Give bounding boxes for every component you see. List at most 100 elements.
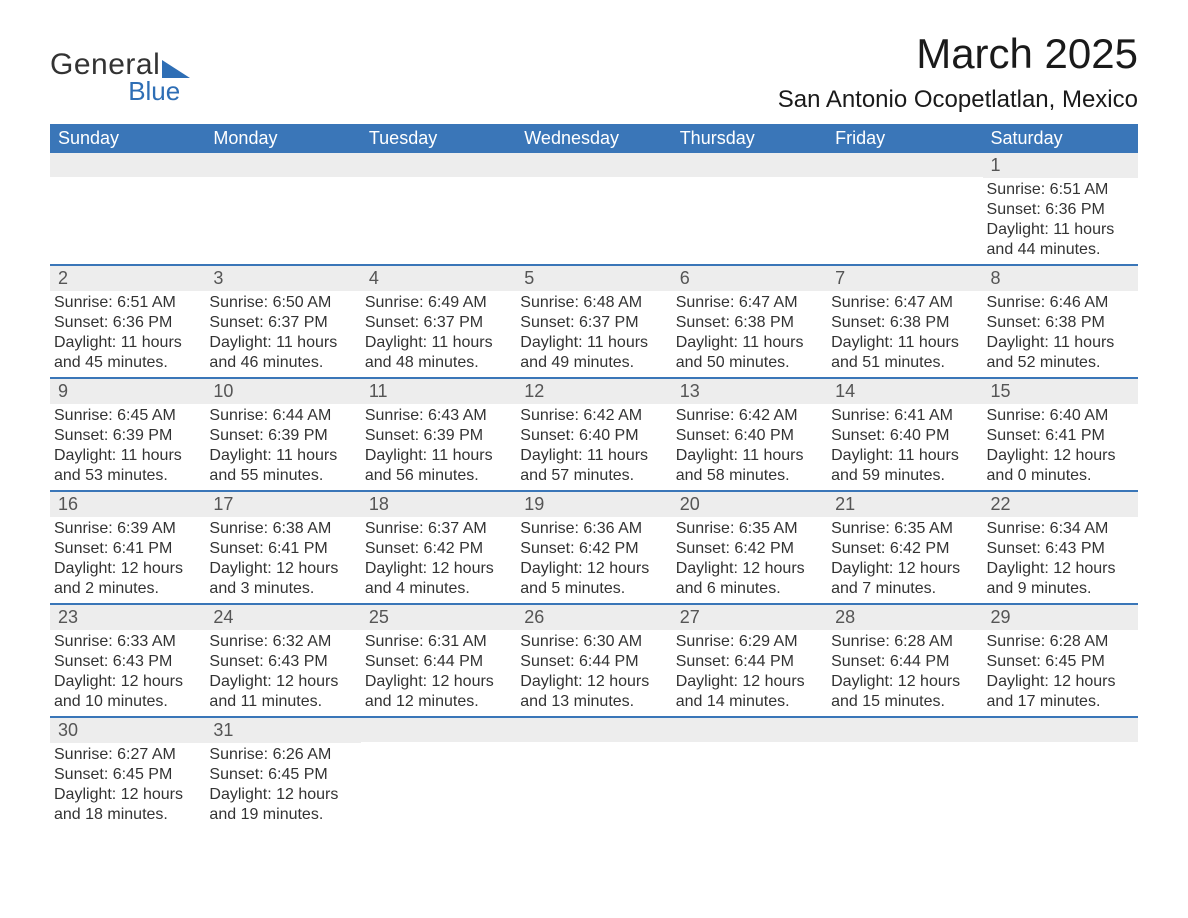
daylight-line: Daylight: 12 hours and 11 minutes. <box>209 672 352 712</box>
day-number: 8 <box>983 266 1138 291</box>
day-content <box>516 742 671 748</box>
day-content: Sunrise: 6:46 AMSunset: 6:38 PMDaylight:… <box>983 291 1138 377</box>
daylight-line: Daylight: 11 hours and 45 minutes. <box>54 333 197 373</box>
day-number <box>205 153 360 177</box>
calendar-empty-cell <box>361 153 516 265</box>
sunrise-line: Sunrise: 6:37 AM <box>365 519 508 539</box>
daylight-line: Daylight: 11 hours and 57 minutes. <box>520 446 663 486</box>
sunrise-line: Sunrise: 6:38 AM <box>209 519 352 539</box>
calendar-day-cell: 16Sunrise: 6:39 AMSunset: 6:41 PMDayligh… <box>50 491 205 604</box>
sunset-line: Sunset: 6:37 PM <box>209 313 352 333</box>
calendar-day-cell: 1Sunrise: 6:51 AMSunset: 6:36 PMDaylight… <box>983 153 1138 265</box>
calendar-empty-cell <box>50 153 205 265</box>
daylight-line: Daylight: 12 hours and 17 minutes. <box>987 672 1130 712</box>
day-content <box>672 177 827 183</box>
day-content: Sunrise: 6:28 AMSunset: 6:44 PMDaylight:… <box>827 630 982 716</box>
sunset-line: Sunset: 6:39 PM <box>209 426 352 446</box>
day-number: 19 <box>516 492 671 517</box>
day-content <box>827 177 982 183</box>
daylight-line: Daylight: 12 hours and 9 minutes. <box>987 559 1130 599</box>
location-subtitle: San Antonio Ocopetlatlan, Mexico <box>778 86 1138 114</box>
daylight-line: Daylight: 12 hours and 13 minutes. <box>520 672 663 712</box>
sunset-line: Sunset: 6:43 PM <box>987 539 1130 559</box>
day-content: Sunrise: 6:44 AMSunset: 6:39 PMDaylight:… <box>205 404 360 490</box>
day-content: Sunrise: 6:31 AMSunset: 6:44 PMDaylight:… <box>361 630 516 716</box>
sunrise-line: Sunrise: 6:45 AM <box>54 406 197 426</box>
sunset-line: Sunset: 6:42 PM <box>520 539 663 559</box>
calendar-empty-cell <box>516 153 671 265</box>
day-number <box>827 718 982 742</box>
calendar-empty-cell <box>827 717 982 829</box>
day-number: 15 <box>983 379 1138 404</box>
calendar-day-cell: 7Sunrise: 6:47 AMSunset: 6:38 PMDaylight… <box>827 265 982 378</box>
sunset-line: Sunset: 6:36 PM <box>54 313 197 333</box>
day-number: 20 <box>672 492 827 517</box>
day-content <box>516 177 671 183</box>
day-content: Sunrise: 6:33 AMSunset: 6:43 PMDaylight:… <box>50 630 205 716</box>
sunset-line: Sunset: 6:37 PM <box>365 313 508 333</box>
daylight-line: Daylight: 12 hours and 18 minutes. <box>54 785 197 825</box>
calendar-day-cell: 5Sunrise: 6:48 AMSunset: 6:37 PMDaylight… <box>516 265 671 378</box>
day-number: 11 <box>361 379 516 404</box>
day-number: 29 <box>983 605 1138 630</box>
sunrise-line: Sunrise: 6:51 AM <box>54 293 197 313</box>
sunrise-line: Sunrise: 6:51 AM <box>987 180 1130 200</box>
day-content <box>361 177 516 183</box>
sunset-line: Sunset: 6:45 PM <box>987 652 1130 672</box>
weekday-header: Sunday <box>50 124 205 153</box>
day-content: Sunrise: 6:37 AMSunset: 6:42 PMDaylight:… <box>361 517 516 603</box>
calendar-day-cell: 20Sunrise: 6:35 AMSunset: 6:42 PMDayligh… <box>672 491 827 604</box>
sunrise-line: Sunrise: 6:48 AM <box>520 293 663 313</box>
day-content: Sunrise: 6:39 AMSunset: 6:41 PMDaylight:… <box>50 517 205 603</box>
sunset-line: Sunset: 6:38 PM <box>987 313 1130 333</box>
daylight-line: Daylight: 12 hours and 15 minutes. <box>831 672 974 712</box>
daylight-line: Daylight: 11 hours and 50 minutes. <box>676 333 819 373</box>
sunrise-line: Sunrise: 6:39 AM <box>54 519 197 539</box>
calendar-day-cell: 29Sunrise: 6:28 AMSunset: 6:45 PMDayligh… <box>983 604 1138 717</box>
sunset-line: Sunset: 6:36 PM <box>987 200 1130 220</box>
day-content: Sunrise: 6:47 AMSunset: 6:38 PMDaylight:… <box>672 291 827 377</box>
daylight-line: Daylight: 11 hours and 49 minutes. <box>520 333 663 373</box>
daylight-line: Daylight: 11 hours and 51 minutes. <box>831 333 974 373</box>
sunrise-line: Sunrise: 6:47 AM <box>831 293 974 313</box>
daylight-line: Daylight: 11 hours and 53 minutes. <box>54 446 197 486</box>
sunrise-line: Sunrise: 6:34 AM <box>987 519 1130 539</box>
day-content: Sunrise: 6:32 AMSunset: 6:43 PMDaylight:… <box>205 630 360 716</box>
weekday-header: Thursday <box>672 124 827 153</box>
daylight-line: Daylight: 12 hours and 3 minutes. <box>209 559 352 599</box>
day-number: 18 <box>361 492 516 517</box>
daylight-line: Daylight: 12 hours and 2 minutes. <box>54 559 197 599</box>
calendar-week-row: 23Sunrise: 6:33 AMSunset: 6:43 PMDayligh… <box>50 604 1138 717</box>
sunset-line: Sunset: 6:42 PM <box>831 539 974 559</box>
day-number <box>516 153 671 177</box>
sunrise-line: Sunrise: 6:50 AM <box>209 293 352 313</box>
calendar-day-cell: 21Sunrise: 6:35 AMSunset: 6:42 PMDayligh… <box>827 491 982 604</box>
day-content: Sunrise: 6:42 AMSunset: 6:40 PMDaylight:… <box>516 404 671 490</box>
calendar-day-cell: 2Sunrise: 6:51 AMSunset: 6:36 PMDaylight… <box>50 265 205 378</box>
day-number: 23 <box>50 605 205 630</box>
day-content: Sunrise: 6:34 AMSunset: 6:43 PMDaylight:… <box>983 517 1138 603</box>
calendar-day-cell: 22Sunrise: 6:34 AMSunset: 6:43 PMDayligh… <box>983 491 1138 604</box>
day-content: Sunrise: 6:35 AMSunset: 6:42 PMDaylight:… <box>827 517 982 603</box>
daylight-line: Daylight: 11 hours and 46 minutes. <box>209 333 352 373</box>
sunset-line: Sunset: 6:41 PM <box>54 539 197 559</box>
day-content: Sunrise: 6:49 AMSunset: 6:37 PMDaylight:… <box>361 291 516 377</box>
day-number: 30 <box>50 718 205 743</box>
calendar-day-cell: 19Sunrise: 6:36 AMSunset: 6:42 PMDayligh… <box>516 491 671 604</box>
calendar-day-cell: 24Sunrise: 6:32 AMSunset: 6:43 PMDayligh… <box>205 604 360 717</box>
sunrise-line: Sunrise: 6:28 AM <box>831 632 974 652</box>
calendar-day-cell: 13Sunrise: 6:42 AMSunset: 6:40 PMDayligh… <box>672 378 827 491</box>
sunrise-line: Sunrise: 6:47 AM <box>676 293 819 313</box>
day-number: 7 <box>827 266 982 291</box>
day-content: Sunrise: 6:29 AMSunset: 6:44 PMDaylight:… <box>672 630 827 716</box>
day-content: Sunrise: 6:45 AMSunset: 6:39 PMDaylight:… <box>50 404 205 490</box>
day-number: 4 <box>361 266 516 291</box>
calendar-week-row: 9Sunrise: 6:45 AMSunset: 6:39 PMDaylight… <box>50 378 1138 491</box>
sunrise-line: Sunrise: 6:26 AM <box>209 745 352 765</box>
sunrise-line: Sunrise: 6:31 AM <box>365 632 508 652</box>
sunset-line: Sunset: 6:43 PM <box>54 652 197 672</box>
sunrise-line: Sunrise: 6:46 AM <box>987 293 1130 313</box>
sunset-line: Sunset: 6:42 PM <box>365 539 508 559</box>
day-number <box>672 153 827 177</box>
sunset-line: Sunset: 6:45 PM <box>54 765 197 785</box>
